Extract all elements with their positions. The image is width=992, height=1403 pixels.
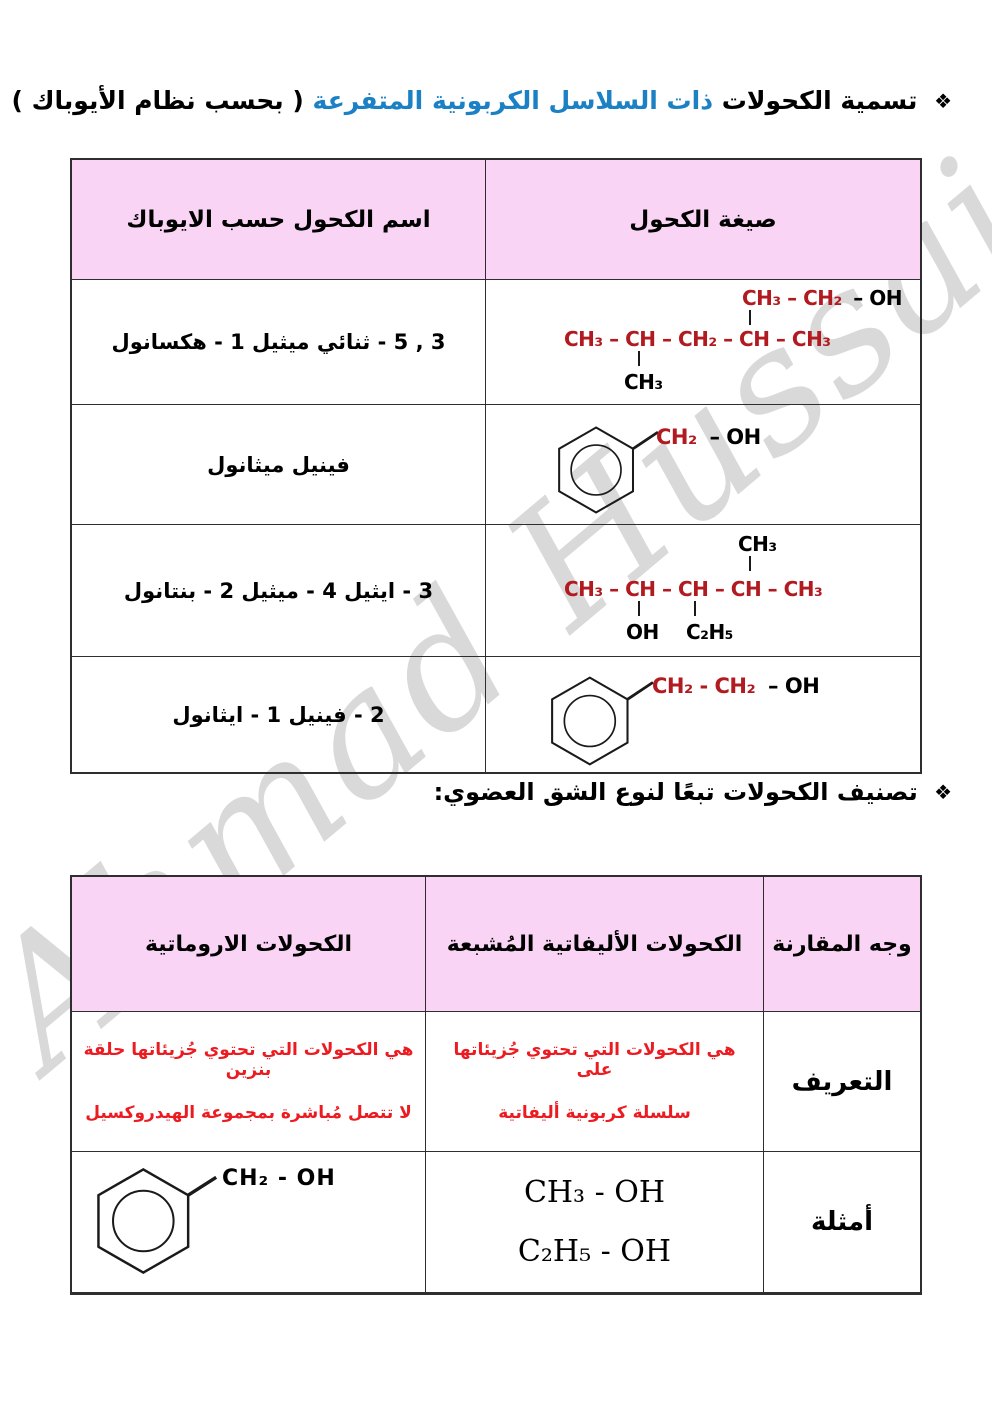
definition-label: التعريف [764,1012,920,1152]
benzene-ring [551,676,654,766]
formula-4-group: CH₂ - CH₂ – OH [652,674,820,698]
formula-1-chain: CH₃ – CH – CH₂ – CH – CH₃ [564,327,831,351]
alcohol-formula-4: CH₂ - CH₂ – OH [486,657,920,772]
definition-aromatic-line2: لا تتصل مُباشرة بمجموعة الهيدروكسيل [85,1102,412,1123]
classification-table: الكحولات الاروماتية الكحولات الأليفاتية … [70,875,922,1295]
formula-1-top-line: CH₃ – CH₂ – OH [742,286,902,310]
bond-line [694,601,696,616]
examples-aromatic-formula: CH₂ - OH [222,1166,336,1191]
formula-4-oh: – OH [768,674,820,698]
heading-naming: ❖ تسمية الكحولات ذات السلاسل الكربونية ا… [11,86,952,115]
classification-header-comparison: وجه المقارنة [764,877,920,1012]
alcohol-name-2: فينيل ميثانول [72,405,486,525]
bond-line [749,556,751,571]
naming-table-header-formula: صيغة الكحول [486,160,920,280]
alcohol-name-4: 2 - فينيل 1 - ايثانول [72,657,486,772]
diamond-bullet-icon: ❖ [934,780,952,804]
formula-3-chain: CH₃ – CH – CH – CH – CH₃ [564,577,823,601]
bond-line [638,601,640,616]
formula-1-top-red: CH₃ – CH₂ [742,286,842,310]
examples-aromatic: CH₂ - OH [72,1152,426,1292]
formula-3-top: CH₃ [738,532,777,556]
definition-aromatic-line1: هي الكحولات التي تحتوي جُزيئاتها حلقة بن… [83,1040,414,1081]
alcohol-name-3: 3 - ايثيل 4 - ميثيل 2 - بنتانول [72,525,486,657]
formula-3-oh: OH [626,620,659,644]
examples-aliphatic-line2: C₂H₅ - OH [517,1233,672,1269]
classification-header-aliphatic: الكحولات الأليفاتية المُشبعة [426,877,764,1012]
formula-1-top-oh: – OH [853,286,902,310]
alcohol-name-1: 3 , 5 - ثنائي ميثيل 1 - هكسانول [72,280,486,405]
definition-aliphatic-line2: سلسلة كربونية أليفاتية [498,1102,691,1123]
benzene-ring [558,426,659,514]
alcohol-formula-1: CH₃ – CH₂ – OH CH₃ – CH – CH₂ – CH – CH₃… [486,280,920,405]
definition-aromatic: هي الكحولات التي تحتوي جُزيئاتها حلقة بن… [72,1012,426,1152]
examples-aliphatic-line1: CH₃ - OH [523,1175,666,1211]
naming-table: اسم الكحول حسب الايوباك صيغة الكحول 3 , … [70,158,922,774]
formula-3-ethyl: C₂H₅ [686,620,733,644]
diamond-bullet-icon: ❖ [934,89,952,113]
alcohol-formula-2: CH₂ – OH [486,405,920,525]
alcohol-formula-3: CH₃ CH₃ – CH – CH – CH – CH₃ OH C₂H₅ [486,525,920,657]
heading-naming-black: تسمية الكحولات [721,86,918,115]
classification-header-aromatic: الكحولات الاروماتية [72,877,426,1012]
benzene-ring [97,1168,218,1274]
heading-naming-blue: ذات السلاسل الكربونية المتفرعة [312,86,714,115]
heading-naming-paren: ( بحسب نظام الأيوباك ) [11,86,304,115]
bond-line [638,351,640,366]
examples-aliphatic: CH₃ - OH C₂H₅ - OH [426,1152,764,1292]
formula-4-red: CH₂ - CH₂ [652,674,756,698]
definition-aliphatic: هي الكحولات التي تحتوي جُزيئاتها على سلس… [426,1012,764,1152]
formula-2-red: CH₂ [656,425,697,449]
heading-classification-text: تصنيف الكحولات تبعًا لنوع الشق العضوي: [433,778,918,806]
naming-table-header-name: اسم الكحول حسب الايوباك [72,160,486,280]
bond-line [749,310,751,325]
formula-2-oh: – OH [709,425,762,449]
formula-1-branch: CH₃ [624,370,663,394]
heading-classification: ❖ تصنيف الكحولات تبعًا لنوع الشق العضوي: [434,778,952,806]
definition-aliphatic-line1: هي الكحولات التي تحتوي جُزيئاتها على [453,1040,736,1081]
formula-2-group: CH₂ – OH [656,425,761,449]
examples-label: أمثلة [811,1207,874,1237]
